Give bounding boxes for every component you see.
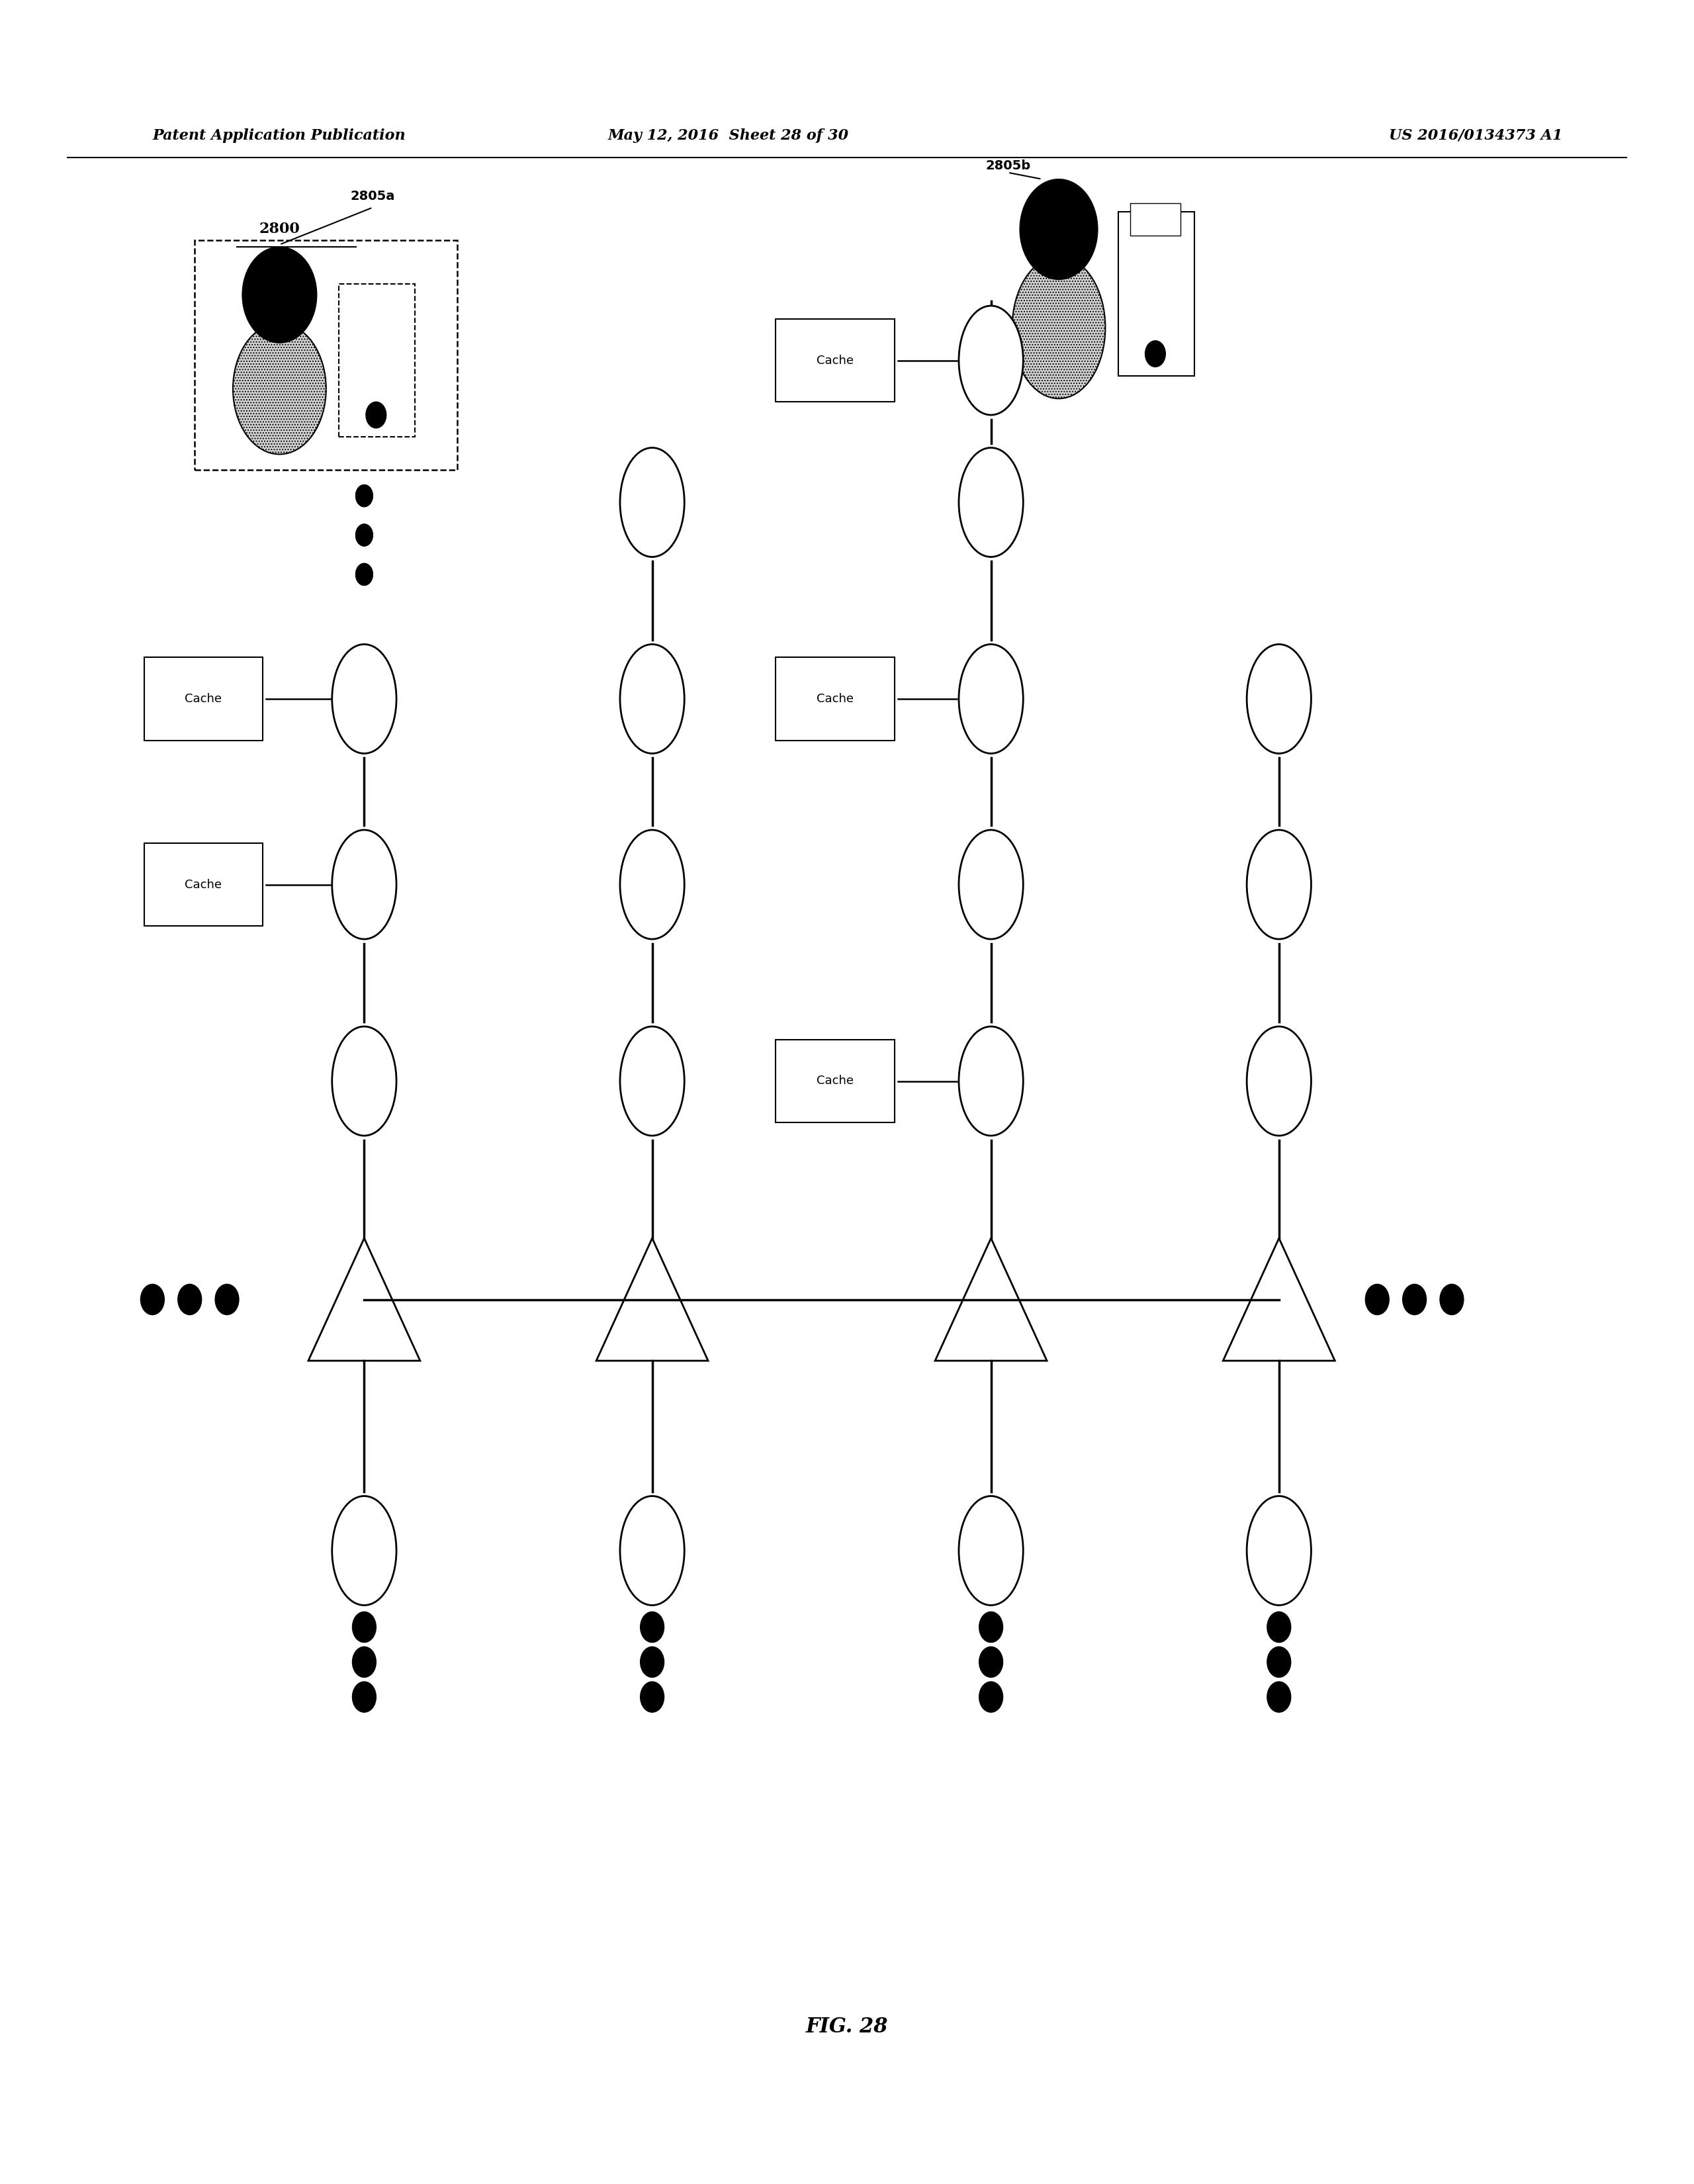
Ellipse shape — [620, 448, 684, 557]
Circle shape — [141, 1284, 164, 1315]
Ellipse shape — [1247, 830, 1311, 939]
Ellipse shape — [959, 644, 1023, 753]
FancyBboxPatch shape — [776, 319, 894, 402]
Circle shape — [356, 563, 373, 585]
Circle shape — [356, 524, 373, 546]
Ellipse shape — [959, 448, 1023, 557]
Circle shape — [356, 485, 373, 507]
Text: Cache: Cache — [817, 692, 854, 705]
Circle shape — [640, 1682, 664, 1712]
Text: May 12, 2016  Sheet 28 of 30: May 12, 2016 Sheet 28 of 30 — [608, 129, 849, 142]
FancyBboxPatch shape — [339, 284, 415, 437]
Text: Patent Application Publication: Patent Application Publication — [152, 129, 405, 142]
Text: 2800: 2800 — [259, 223, 300, 236]
Circle shape — [352, 1612, 376, 1642]
Circle shape — [1020, 179, 1098, 280]
Ellipse shape — [959, 1496, 1023, 1605]
Circle shape — [356, 563, 373, 585]
Text: Cache: Cache — [185, 692, 222, 705]
Circle shape — [1267, 1647, 1291, 1677]
Circle shape — [352, 1647, 376, 1677]
Text: 2805b: 2805b — [986, 159, 1030, 173]
Ellipse shape — [1013, 258, 1106, 397]
Circle shape — [366, 402, 386, 428]
Circle shape — [640, 1647, 664, 1677]
Circle shape — [1365, 1284, 1389, 1315]
Ellipse shape — [332, 1496, 396, 1605]
FancyBboxPatch shape — [776, 1040, 894, 1123]
Ellipse shape — [1247, 1496, 1311, 1605]
Circle shape — [1440, 1284, 1464, 1315]
FancyBboxPatch shape — [1130, 203, 1181, 236]
Circle shape — [215, 1284, 239, 1315]
FancyBboxPatch shape — [776, 657, 894, 740]
Ellipse shape — [620, 644, 684, 753]
Circle shape — [178, 1284, 202, 1315]
Ellipse shape — [620, 1026, 684, 1136]
Ellipse shape — [959, 306, 1023, 415]
Circle shape — [1403, 1284, 1426, 1315]
Ellipse shape — [332, 830, 396, 939]
Circle shape — [356, 485, 373, 507]
Circle shape — [640, 1612, 664, 1642]
Ellipse shape — [1247, 644, 1311, 753]
Ellipse shape — [959, 1026, 1023, 1136]
FancyBboxPatch shape — [144, 843, 263, 926]
Text: 2805a: 2805a — [351, 190, 395, 203]
Ellipse shape — [959, 830, 1023, 939]
Text: FIG. 28: FIG. 28 — [806, 2016, 888, 2038]
Circle shape — [356, 524, 373, 546]
Circle shape — [979, 1682, 1003, 1712]
Text: US 2016/0134373 A1: US 2016/0134373 A1 — [1389, 129, 1562, 142]
Circle shape — [1267, 1612, 1291, 1642]
Ellipse shape — [332, 644, 396, 753]
Ellipse shape — [620, 830, 684, 939]
Text: Cache: Cache — [817, 1075, 854, 1088]
FancyBboxPatch shape — [144, 657, 263, 740]
Circle shape — [242, 247, 317, 343]
Text: Cache: Cache — [817, 354, 854, 367]
FancyBboxPatch shape — [1118, 212, 1194, 376]
Ellipse shape — [234, 323, 327, 454]
Circle shape — [1267, 1682, 1291, 1712]
Circle shape — [1145, 341, 1165, 367]
Text: Cache: Cache — [185, 878, 222, 891]
Circle shape — [352, 1682, 376, 1712]
Circle shape — [979, 1612, 1003, 1642]
Ellipse shape — [1247, 1026, 1311, 1136]
Circle shape — [979, 1647, 1003, 1677]
Ellipse shape — [332, 1026, 396, 1136]
Ellipse shape — [620, 1496, 684, 1605]
